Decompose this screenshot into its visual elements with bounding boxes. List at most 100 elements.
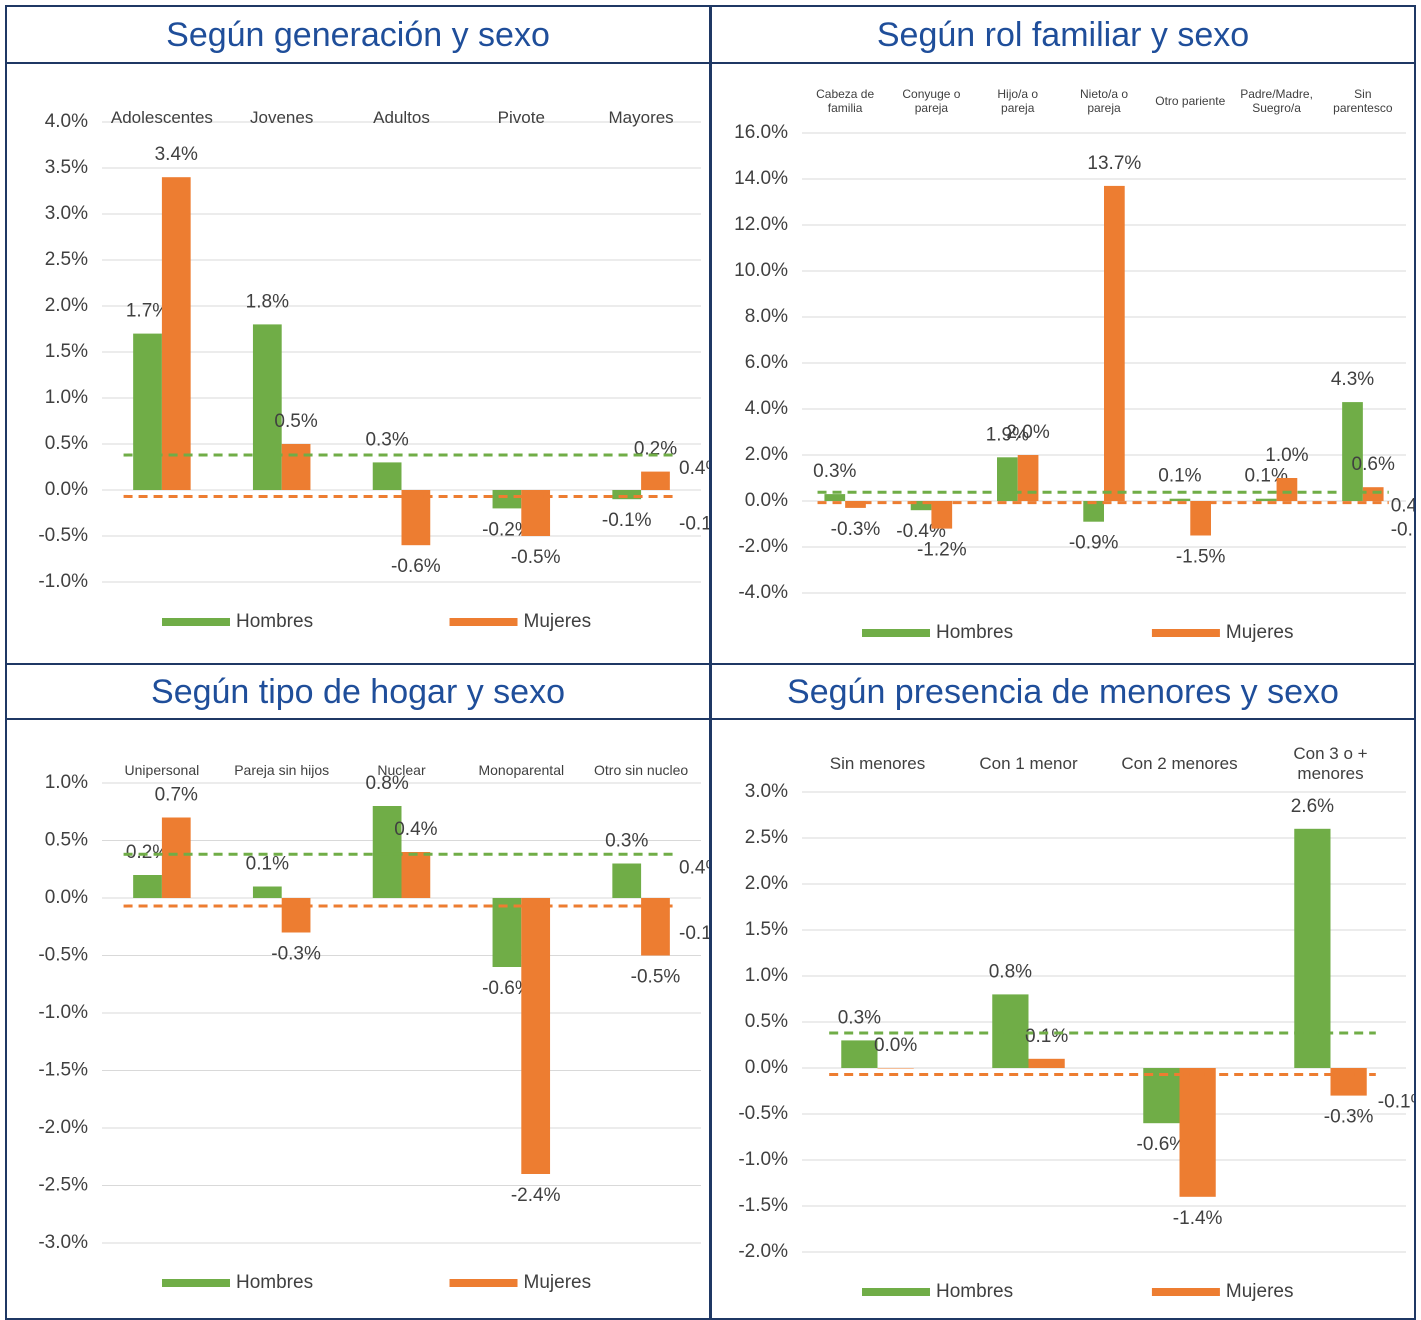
y-tick-label: 0.0% — [45, 479, 88, 500]
bar — [133, 875, 162, 898]
x-tick-label: Cabeza de familia — [816, 87, 875, 115]
legend-swatch — [862, 629, 930, 637]
bar — [1330, 1068, 1367, 1096]
y-tick-label: 4.0% — [745, 398, 788, 419]
y-tick-label: 6.0% — [745, 352, 788, 373]
bar — [1342, 402, 1363, 501]
data-label: -0.3% — [271, 944, 321, 965]
legend-swatch — [449, 618, 518, 626]
bar — [931, 501, 953, 529]
y-tick-label: 0.0% — [45, 887, 88, 908]
data-label: -0.2% — [482, 519, 532, 540]
chart-area: -1.0% -0.5% 0.0% 0.5% 1.0% 1.5% 2.0% 2.5% 3.0% 3.… — [7, 62, 709, 663]
data-label: -1.4% — [1173, 1208, 1223, 1229]
data-label: 1.7% — [126, 301, 169, 322]
data-label: 0.1% — [246, 854, 289, 875]
legend-label: Mujeres — [1226, 1281, 1294, 1302]
bar — [281, 444, 311, 490]
y-tick-label: 1.0% — [45, 387, 88, 408]
x-tick-label: Mayores — [608, 108, 674, 128]
y-tick-label: 0.0% — [745, 1057, 788, 1078]
y-tick-label: -2.0% — [738, 1241, 788, 1262]
bar — [841, 1040, 878, 1068]
data-label: 0.3% — [365, 429, 408, 450]
x-tick-label: Sin menores — [829, 754, 926, 774]
y-tick-label: -2.5% — [38, 1175, 88, 1196]
legend-swatch — [1151, 629, 1220, 637]
bar — [641, 471, 670, 490]
data-label: 13.7% — [1087, 153, 1141, 174]
legend-label: Mujeres — [524, 1272, 592, 1293]
bar — [1255, 498, 1277, 501]
data-label: -0.6% — [391, 556, 441, 577]
data-label: -1.2% — [917, 540, 967, 561]
y-tick-label: 2.0% — [745, 873, 788, 894]
data-label: -0.3% — [1324, 1107, 1374, 1128]
chart: -3.0% -2.5% -2.0% -1.5% -1.0% -0.5% 0.0% 0.5% 1.… — [38, 772, 709, 1293]
bar — [1028, 1058, 1065, 1068]
chart: -2.0% -1.5% -1.0% -0.5% 0.0% 0.5% 1.0% 1.5% 2.0%… — [738, 781, 1414, 1302]
bar — [1017, 455, 1039, 501]
bar — [1083, 501, 1104, 522]
y-tick-label: -0.5% — [38, 945, 88, 966]
data-label: 0.5% — [274, 411, 317, 432]
y-tick-label: 2.5% — [745, 827, 788, 848]
x-tick-label: Sin parentesco — [1333, 87, 1393, 115]
data-label: 4.3% — [1331, 369, 1374, 390]
bar — [133, 333, 162, 490]
data-label: 0.3% — [605, 831, 648, 852]
bar — [1294, 828, 1331, 1068]
data-label: -2.4% — [511, 1185, 561, 1206]
data-label: -1.5% — [1176, 547, 1226, 568]
data-label: -0.5% — [511, 547, 561, 568]
bar — [845, 501, 866, 508]
chart-title: Según tipo de hogar y sexo — [7, 665, 709, 720]
bar — [877, 1068, 914, 1069]
y-tick-label: -2.0% — [738, 536, 788, 557]
legend-label: Mujeres — [1226, 622, 1294, 643]
y-tick-label: 16.0% — [734, 122, 788, 143]
chart-title: Según rol familiar y sexo — [712, 7, 1414, 64]
x-tick-label: Monoparental — [478, 762, 565, 779]
y-tick-label: -0.5% — [738, 1103, 788, 1124]
data-label: 0.2% — [126, 842, 169, 863]
bar — [521, 898, 551, 1174]
bar — [252, 324, 282, 490]
bar — [1276, 478, 1298, 501]
legend-label: Mujeres — [524, 611, 592, 632]
y-tick-label: -2.0% — [38, 1117, 88, 1138]
y-tick-label: -4.0% — [738, 582, 788, 603]
chart-title: Según presencia de menores y sexo — [712, 665, 1414, 720]
chart-title: Según generación y sexo — [7, 7, 709, 64]
y-tick-label: 1.5% — [45, 341, 88, 362]
legend-swatch — [162, 1279, 230, 1287]
data-label: 0.8% — [989, 961, 1032, 982]
y-tick-label: 0.5% — [745, 1011, 788, 1032]
y-tick-label: -1.0% — [738, 1149, 788, 1170]
legend-swatch — [1151, 1288, 1220, 1296]
data-label: 2.0% — [1006, 422, 1049, 443]
bar — [492, 898, 522, 967]
legend-label: Hombres — [936, 622, 1013, 643]
y-tick-label: 2.5% — [45, 249, 88, 270]
x-tick-label: Pareja sin hijos — [234, 762, 330, 779]
x-tick-label: Nuclear — [377, 762, 426, 779]
y-tick-label: 8.0% — [745, 306, 788, 327]
bar — [281, 898, 311, 933]
bar — [1104, 185, 1125, 501]
x-tick-label: Unipersonal — [124, 762, 200, 779]
y-tick-label: -1.0% — [38, 1002, 88, 1023]
y-tick-label: 3.5% — [45, 157, 88, 178]
y-tick-label: 1.0% — [45, 772, 88, 793]
y-tick-label: 2.0% — [745, 444, 788, 465]
bar — [401, 852, 431, 898]
reference-label: -0.1% — [679, 923, 709, 944]
chart-panel: Según presencia de menores y sexo -2.0% -1… — [710, 663, 1416, 1320]
chart-area: -4.0% -2.0% 0.0% 2.0% 4.0% 6.0% 8.0% 10.0% 12.0%… — [712, 62, 1414, 663]
x-tick-label: Adultos — [373, 108, 430, 128]
bar — [1169, 498, 1191, 501]
data-label: 0.3% — [813, 461, 856, 482]
data-label: 3.4% — [155, 144, 198, 165]
x-tick-label: Con 1 menor — [979, 754, 1078, 774]
reference-label: 0.4% — [679, 458, 709, 479]
